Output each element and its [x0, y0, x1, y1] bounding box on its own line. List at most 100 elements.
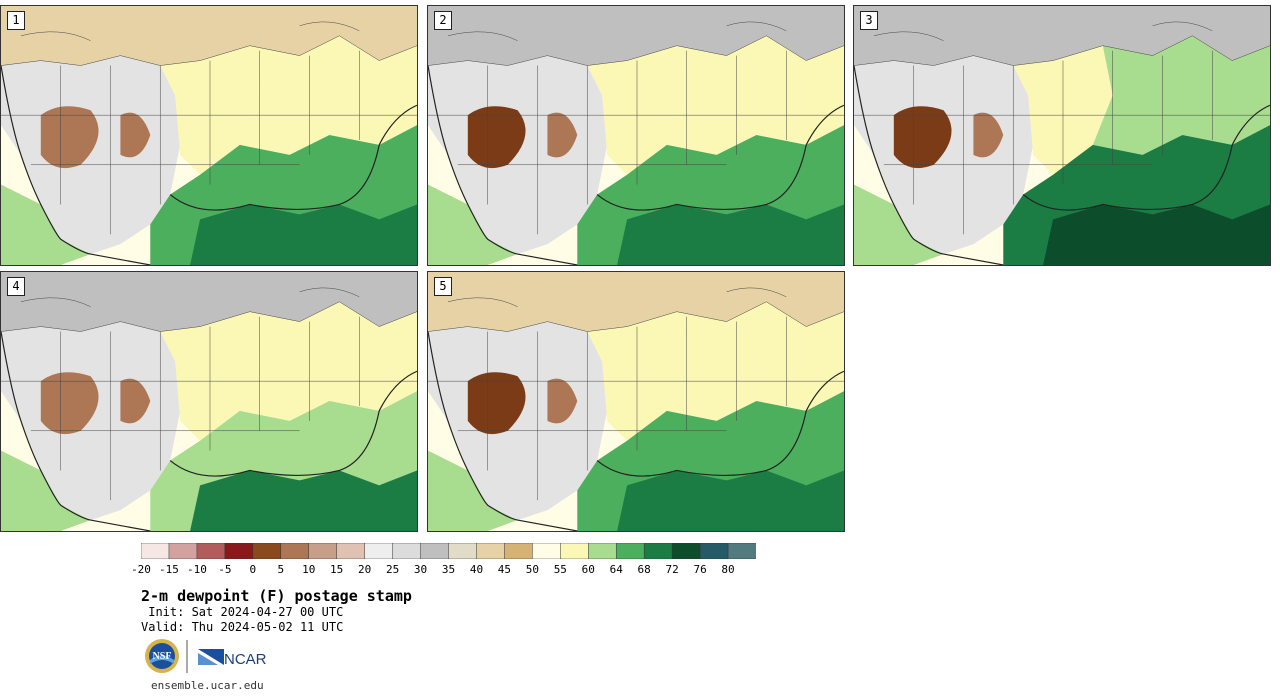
- colorbar-swatch: [252, 543, 282, 559]
- colorbar-tick-label: 76: [693, 563, 707, 576]
- map-region-gulf-coast: [1043, 204, 1270, 265]
- map-region-gulf-coast: [617, 470, 844, 531]
- panel-label-1: 1: [7, 11, 25, 30]
- state-border: [428, 301, 844, 332]
- site-url: ensemble.ucar.edu: [151, 679, 264, 692]
- coastline: [1, 65, 417, 265]
- colorbar-tick-label: 0: [249, 563, 257, 576]
- map-region-west: [428, 321, 608, 521]
- state-border: [1, 35, 417, 66]
- colorbar-tick-label: -10: [186, 563, 207, 576]
- map-region-east: [666, 35, 844, 155]
- map-region-west: [428, 55, 608, 255]
- map-region-mexico-coast: [428, 450, 518, 531]
- logos: NSF NCAR: [144, 637, 274, 677]
- state-border: [447, 31, 518, 41]
- colorbar-swatch: [504, 543, 534, 559]
- coastline: [854, 65, 1270, 265]
- map-region-dry-west-2: [120, 112, 151, 158]
- map-region-west: [1, 55, 181, 255]
- colorbar-swatch: [671, 543, 701, 559]
- colorbar-tick-label: 15: [330, 563, 344, 576]
- state-border: [1, 301, 417, 332]
- state-border: [299, 287, 360, 298]
- map-panel-2: 2: [427, 5, 845, 266]
- map-region-mexico-coast: [854, 184, 944, 265]
- state-border: [726, 287, 787, 298]
- map-region-dry-west: [467, 106, 526, 169]
- map-panel-4: 4: [0, 271, 418, 532]
- map-region-west: [1, 321, 181, 521]
- colorbar-tick-label: -5: [218, 563, 232, 576]
- state-border: [854, 35, 1270, 66]
- colorbar-tick-label: 5: [277, 563, 285, 576]
- panel-label-2: 2: [434, 11, 452, 30]
- state-border: [428, 35, 844, 66]
- valid-time: Valid: Thu 2024-05-02 11 UTC: [141, 620, 344, 634]
- colorbar-swatch: [308, 543, 338, 559]
- nsf-logo: NSF: [145, 639, 179, 673]
- colorbar: [141, 543, 756, 559]
- colorbar-swatch: [560, 543, 590, 559]
- dewpoint-map-2: [428, 6, 844, 265]
- state-border: [726, 21, 787, 32]
- colorbar-swatch: [615, 543, 645, 559]
- coastline: [1, 331, 417, 531]
- state-border: [447, 297, 518, 307]
- colorbar-ticks: -20 -15 -10 -5 0 5 10 15 20 25 30 35 40 45 50 55 60 64 68 7…: [131, 563, 781, 577]
- state-border: [20, 31, 91, 41]
- map-region-east: [666, 301, 844, 421]
- colorbar-tick-label: 25: [385, 563, 400, 576]
- coastline: [428, 331, 844, 531]
- colorbar-tick-label: 30: [413, 563, 428, 576]
- colorbar-swatch: [168, 543, 198, 559]
- map-region-canada: [1, 6, 417, 66]
- coastline: [428, 65, 844, 265]
- map-region-gulf-coast: [617, 204, 844, 265]
- map-region-canada: [428, 6, 844, 66]
- map-panel-5: 5: [427, 271, 845, 532]
- colorbar-swatch: [699, 543, 729, 559]
- colorbar-swatch: [727, 543, 756, 559]
- colorbar-tick-label: 20: [358, 563, 372, 576]
- map-region-dry-west: [893, 106, 952, 169]
- map-region-dry-west-2: [120, 378, 151, 424]
- map-panel-1: 1: [0, 5, 418, 266]
- map-region-dry-west-2: [547, 378, 578, 424]
- map-region-dry-west-2: [973, 112, 1004, 158]
- map-panel-3: 3: [853, 5, 1271, 266]
- panel-label-3: 3: [860, 11, 878, 30]
- map-region-east: [1092, 35, 1270, 155]
- colorbar-swatch: [392, 543, 422, 559]
- colorbar-tick-label: 35: [441, 563, 456, 576]
- colorbar-tick-label: 55: [553, 563, 567, 576]
- map-region-dry-west: [40, 372, 99, 435]
- ncar-logo: NCAR: [198, 649, 267, 668]
- map-region-dry-west: [467, 372, 526, 435]
- state-border: [1152, 21, 1213, 32]
- colorbar-tick-label: 72: [665, 563, 679, 576]
- colorbar-swatch: [448, 543, 478, 559]
- state-border: [20, 297, 91, 307]
- colorbar-swatch: [364, 543, 394, 559]
- dewpoint-map-1: [1, 6, 417, 265]
- map-region-gulf-coast: [190, 470, 417, 531]
- map-region-canada: [854, 6, 1270, 66]
- colorbar-swatch: [196, 543, 226, 559]
- chart-title: 2-m dewpoint (F) postage stamp: [141, 587, 412, 605]
- colorbar-tick-label: 80: [721, 563, 735, 576]
- colorbar-tick-label: 68: [637, 563, 651, 576]
- init-time: Init: Sat 2024-04-27 00 UTC: [141, 605, 344, 619]
- panel-label-4: 4: [7, 277, 25, 296]
- map-region-mexico-coast: [1, 184, 91, 265]
- map-region-east: [239, 301, 417, 421]
- colorbar-tick-label: 60: [581, 563, 595, 576]
- state-border: [299, 21, 360, 32]
- map-region-west: [854, 55, 1034, 255]
- colorbar-swatch: [336, 543, 366, 559]
- colorbar-tick-label: -15: [159, 563, 179, 576]
- map-region-dry-west-2: [547, 112, 578, 158]
- map-region-canada: [428, 272, 844, 332]
- map-region-mexico-coast: [1, 450, 91, 531]
- colorbar-swatch: [643, 543, 673, 559]
